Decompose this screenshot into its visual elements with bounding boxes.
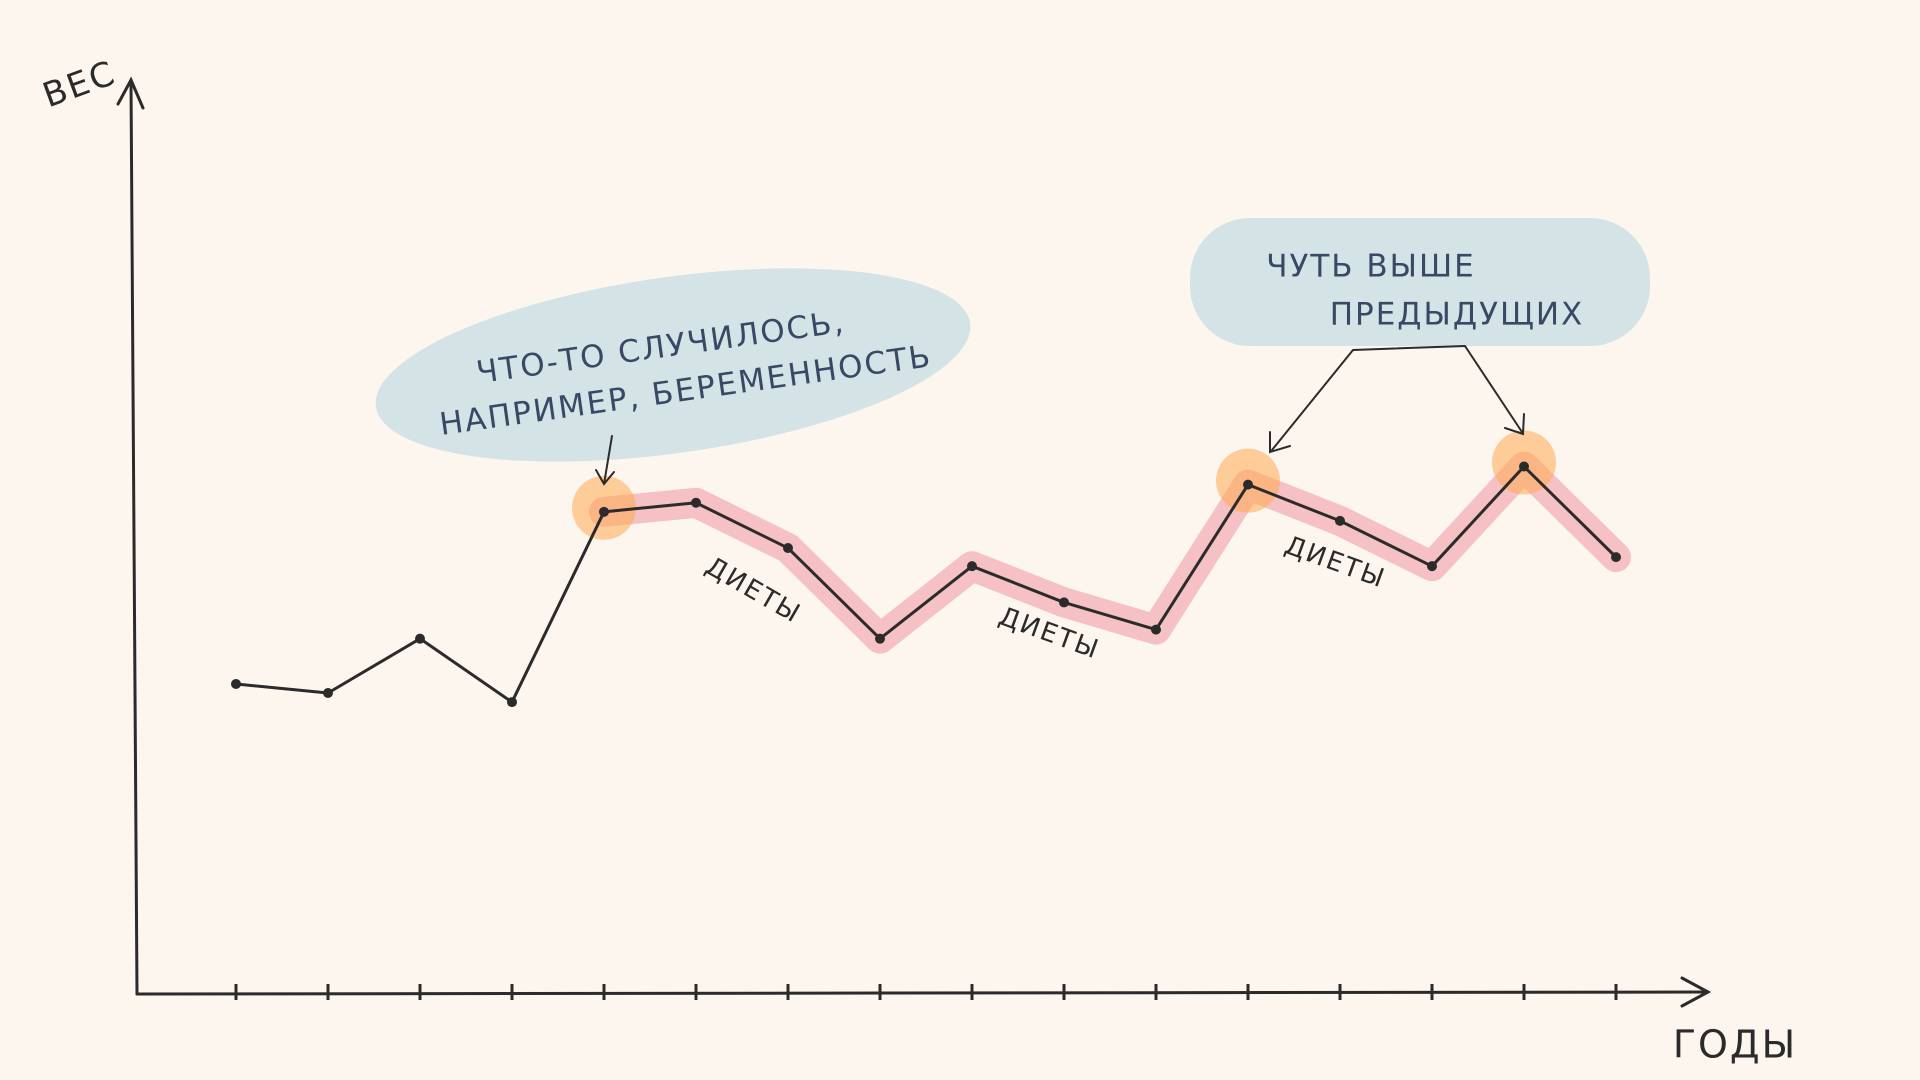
line xyxy=(235,465,1618,704)
point xyxy=(875,633,885,644)
point xyxy=(1335,515,1345,526)
bubble xyxy=(1190,218,1650,346)
point xyxy=(1611,552,1621,563)
point xyxy=(1427,561,1437,572)
bubble xyxy=(375,268,971,462)
point xyxy=(415,633,425,644)
annotation-text: ПРЕДЫДУЩИХ xyxy=(1330,297,1585,333)
point xyxy=(323,688,333,699)
point xyxy=(691,497,701,508)
point xyxy=(783,543,793,554)
point xyxy=(599,506,609,517)
arrow xyxy=(595,435,615,486)
point xyxy=(1059,597,1069,608)
point xyxy=(1519,461,1529,472)
point xyxy=(967,561,977,572)
x-axis-label: ГОДЫ xyxy=(1673,1023,1797,1067)
point xyxy=(1243,479,1253,490)
point xyxy=(507,697,517,708)
x-arrow xyxy=(1680,976,1712,1008)
y-axis xyxy=(129,80,139,996)
y-arrow xyxy=(116,76,145,110)
arrow xyxy=(1269,345,1525,454)
point xyxy=(231,678,241,689)
annotation-text: ЧУТЬ ВЫШЕ xyxy=(1266,249,1476,285)
point xyxy=(1151,624,1161,635)
